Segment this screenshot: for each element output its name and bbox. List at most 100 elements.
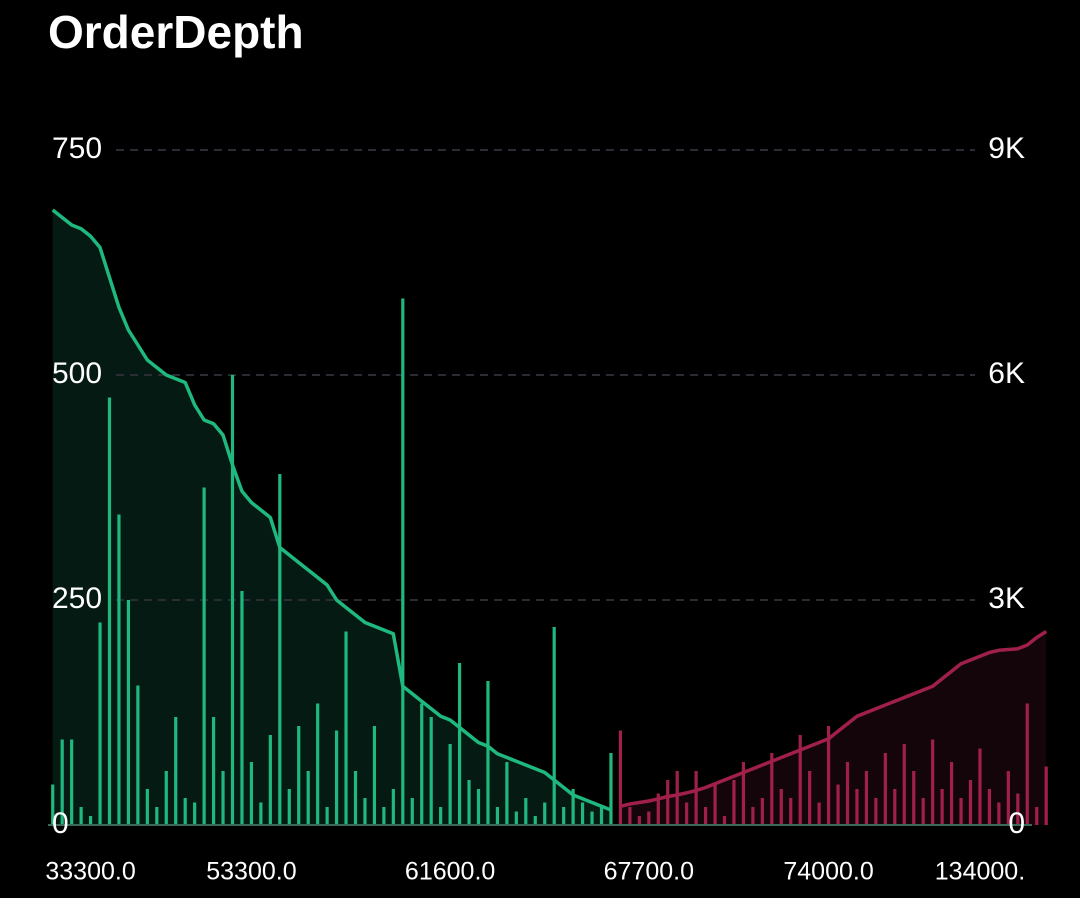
labels: 0 250 500 750 0 3K 6K 9K 33300.0 53300.0 61600.0 67…	[45, 132, 1025, 886]
order-bar	[543, 802, 547, 825]
order-bar	[817, 802, 821, 825]
order-bar	[382, 807, 386, 825]
y-tick-label: 0	[52, 807, 69, 840]
chart-title: OrderDepth	[48, 6, 304, 58]
order-bar	[70, 739, 74, 825]
order-bar	[741, 762, 746, 825]
y-tick-label: 500	[52, 357, 102, 390]
order-bar	[978, 748, 982, 825]
order-bar	[164, 771, 168, 825]
order-bar	[760, 798, 764, 825]
order-bar	[79, 807, 83, 825]
order-bar	[987, 789, 992, 825]
order-bar	[334, 730, 339, 825]
x-tick-label: 134000.	[935, 858, 1025, 886]
order-bar	[278, 474, 282, 825]
order-bar	[51, 784, 55, 825]
order-bar	[372, 726, 377, 825]
order-bar	[268, 735, 272, 825]
order-bar	[249, 762, 254, 825]
x-tick-label: 61600.0	[405, 858, 495, 886]
order-bar	[713, 784, 717, 825]
order-bar	[864, 771, 869, 825]
order-bar	[874, 798, 878, 825]
order-bar	[940, 789, 944, 825]
order-bar	[259, 802, 263, 825]
order-bar	[316, 703, 320, 825]
order-bar	[88, 816, 93, 825]
order-bar	[410, 798, 414, 825]
order-bar	[552, 627, 556, 825]
order-bar	[609, 753, 613, 825]
order-bar	[60, 739, 64, 825]
order-bar	[845, 762, 850, 825]
order-bar	[1006, 771, 1010, 825]
order-bar	[533, 816, 537, 825]
order-bar	[107, 397, 112, 825]
order-bar	[921, 798, 925, 825]
order-bar	[826, 726, 831, 825]
order-bar	[202, 487, 206, 825]
order-bar	[193, 802, 197, 825]
order-bar	[155, 807, 159, 825]
order-bar	[1044, 766, 1048, 825]
order-bar	[798, 735, 802, 825]
order-bar	[893, 789, 897, 825]
order-bar	[420, 703, 424, 825]
order-bar	[732, 780, 736, 825]
order-bar	[476, 789, 481, 825]
order-bar	[353, 771, 358, 825]
areas	[52, 210, 1047, 825]
order-bar	[457, 663, 462, 825]
order-bar	[363, 798, 367, 825]
order-bar	[590, 811, 594, 825]
x-tick-label: 33300.0	[45, 858, 135, 886]
order-bar	[145, 789, 149, 825]
order-bar	[1025, 703, 1029, 825]
order-bar	[685, 802, 689, 825]
x-tick-label: 67700.0	[604, 858, 694, 886]
order-bar	[770, 753, 774, 825]
order-bar	[647, 811, 651, 825]
order-bar	[183, 798, 187, 825]
order-bar	[297, 726, 301, 825]
order-bar	[117, 514, 121, 825]
order-bar	[722, 816, 727, 825]
order-bar	[391, 789, 395, 825]
order-bar	[448, 744, 452, 825]
depth-line	[619, 630, 1048, 809]
order-bar	[751, 807, 755, 825]
order-bar	[675, 771, 679, 825]
order-bar	[126, 600, 131, 825]
order-bar	[949, 762, 954, 825]
order-bar	[931, 739, 935, 825]
order-bar	[580, 802, 585, 825]
y2-tick-label: 3K	[988, 582, 1025, 615]
order-bar	[968, 780, 973, 825]
order-bar	[211, 717, 216, 825]
order-bar	[325, 807, 329, 825]
order-bar	[855, 789, 859, 825]
order-bar	[902, 744, 906, 825]
y2-tick-label: 9K	[988, 132, 1025, 165]
order-bar	[401, 298, 405, 825]
order-bar	[836, 784, 840, 825]
order-bar	[136, 685, 140, 825]
y2-tick-label: 6K	[988, 357, 1025, 390]
order-bar	[287, 789, 291, 825]
order-bar	[618, 730, 623, 825]
order-bar	[486, 681, 490, 825]
order-bar	[1016, 793, 1020, 825]
order-bar	[1035, 807, 1039, 825]
order-bar	[240, 591, 244, 825]
order-bar	[703, 807, 708, 825]
order-bar	[221, 771, 225, 825]
y2-tick-label: 0	[1008, 807, 1025, 840]
lines	[51, 208, 1048, 812]
order-bar	[656, 793, 660, 825]
order-bar	[571, 789, 575, 825]
order-bar	[959, 798, 963, 825]
order-bar	[505, 762, 509, 825]
